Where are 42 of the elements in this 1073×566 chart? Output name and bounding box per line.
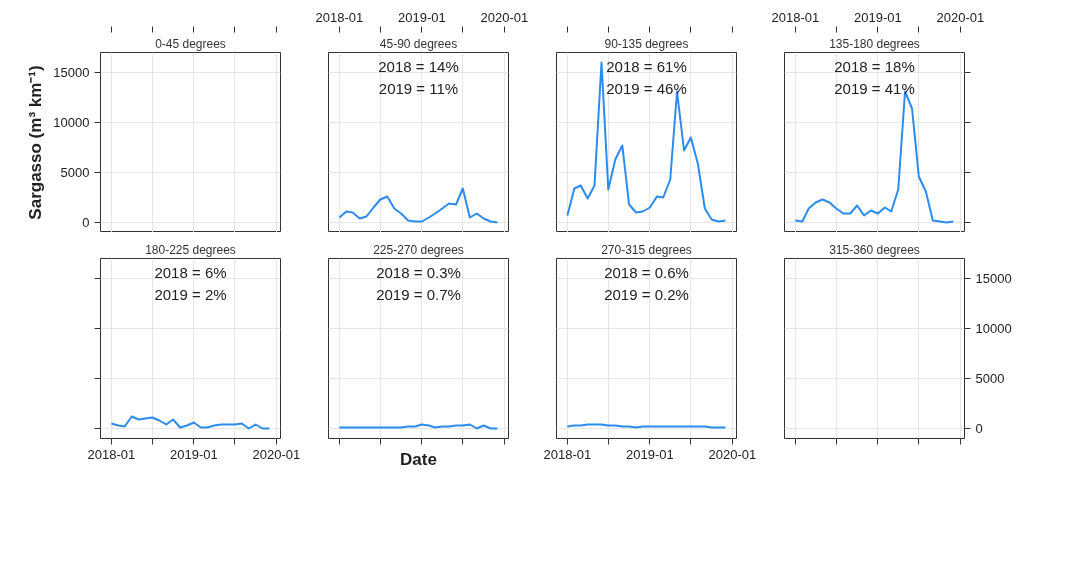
annotation: 2018 = 6% — [154, 263, 227, 281]
x-tick-label: 2020-01 — [480, 9, 529, 25]
annotation: 2019 = 11% — [378, 79, 459, 97]
chart-title: 315-360 degrees — [829, 242, 920, 257]
annotation: 2018 = 0.3% — [376, 263, 461, 281]
y-tick-label: 10000 — [975, 321, 1012, 336]
annotation: 2018 = 61% — [606, 57, 687, 75]
chart-title: 225-270 degrees — [373, 242, 464, 257]
chart-title: 90-135 degrees — [604, 36, 689, 51]
y-tick-label: 5000 — [60, 165, 90, 180]
y-tick-label: 5000 — [975, 371, 1005, 386]
annotation: 2019 = 41% — [834, 79, 915, 97]
y-axis-title: Sargasso (m³ km⁻¹) — [26, 65, 46, 220]
y-tick-label: 0 — [975, 421, 983, 436]
x-tick-label: 2018-01 — [543, 446, 592, 462]
y-tick-label: 0 — [82, 215, 90, 230]
x-tick-label: 2019-01 — [626, 446, 674, 462]
chart-title: 135-180 degrees — [829, 36, 920, 51]
chart-title: 0-45 degrees — [155, 36, 226, 51]
y-tick-label: 10000 — [53, 115, 90, 130]
y-tick-label: 15000 — [975, 271, 1012, 286]
annotation: 2018 = 14% — [378, 57, 459, 75]
x-tick-label: 2020-01 — [708, 446, 757, 462]
annotation: 2019 = 0.2% — [604, 285, 689, 303]
annotation: 2019 = 0.7% — [376, 285, 461, 303]
x-tick-label: 2019-01 — [398, 9, 446, 25]
chart-title: 45-90 degrees — [379, 36, 458, 51]
annotation: 2018 = 0.6% — [604, 263, 689, 281]
x-tick-label: 2020-01 — [252, 446, 301, 462]
annotation: 2019 = 2% — [154, 285, 227, 303]
x-tick-label: 2019-01 — [170, 446, 218, 462]
x-tick-label: 2018-01 — [87, 446, 136, 462]
y-tick-label: 15000 — [53, 65, 90, 80]
chart-title: 270-315 degrees — [601, 242, 692, 257]
annotation: 2019 = 46% — [606, 79, 687, 97]
x-tick-label: 2019-01 — [854, 9, 902, 25]
x-tick-label: 2018-01 — [771, 9, 820, 25]
x-axis-title: Date — [400, 449, 437, 469]
x-tick-label: 2020-01 — [936, 9, 985, 25]
chart-title: 180-225 degrees — [145, 242, 236, 257]
x-tick-label: 2018-01 — [315, 9, 364, 25]
annotation: 2018 = 18% — [834, 57, 915, 75]
